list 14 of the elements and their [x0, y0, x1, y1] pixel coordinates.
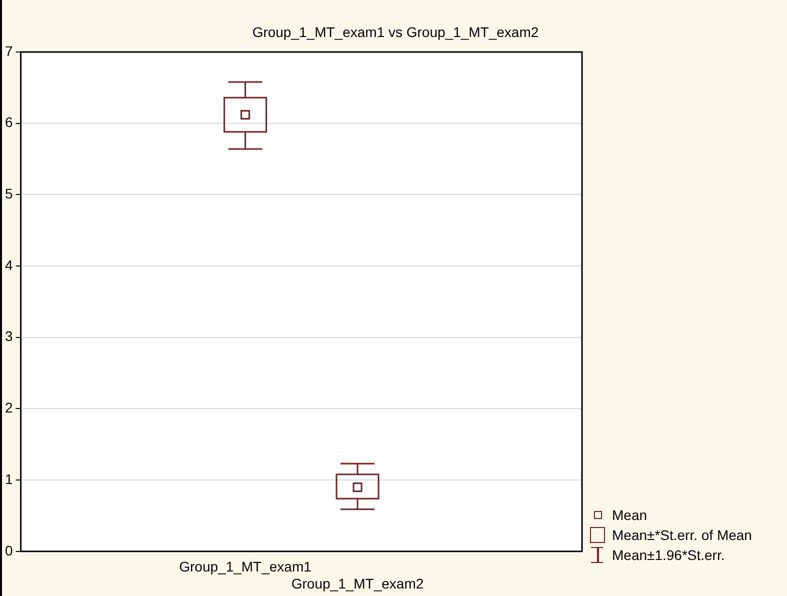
- y-tick-label: 5: [4, 186, 13, 202]
- y-tick-label: 6: [4, 114, 13, 130]
- chart-title: Group_1_MT_exam1 vs Group_1_MT_exam2: [251, 24, 540, 40]
- text: Mean±*St.err. of Mean: [612, 527, 752, 543]
- y-tick-label: 0: [4, 542, 13, 558]
- y-tick-label: 4: [4, 256, 13, 273]
- y-tick-label: 2: [4, 400, 13, 416]
- y-tick-label: 7: [4, 42, 13, 59]
- text: Mean: [612, 507, 648, 523]
- x-tick-label: Group_1_MT_exam2: [291, 575, 424, 592]
- x-tick-label: Group_1_MT_exam1: [179, 558, 312, 575]
- y-tick-label: 3: [4, 328, 13, 344]
- y-tick-label: 1: [4, 470, 13, 487]
- text: Mean±1.96*St.err.: [612, 547, 725, 563]
